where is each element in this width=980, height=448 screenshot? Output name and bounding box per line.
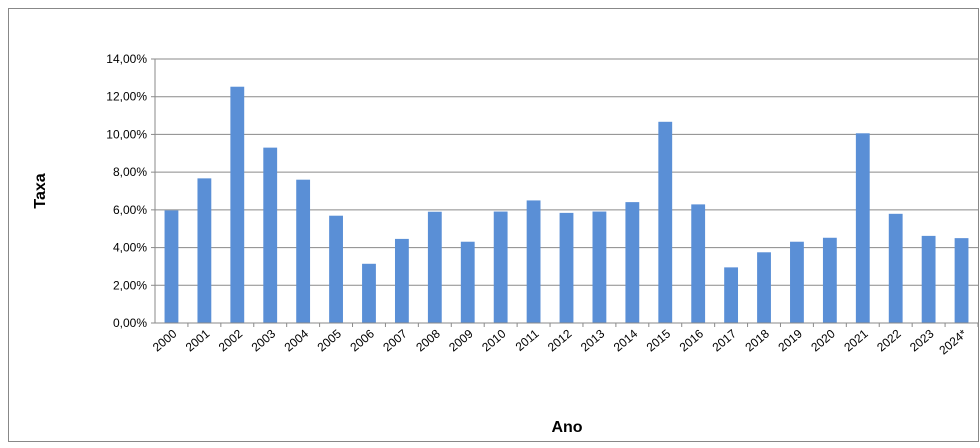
bar <box>855 133 870 323</box>
bar <box>197 178 212 323</box>
bar <box>691 204 706 323</box>
x-axis-title: Ano <box>551 419 582 436</box>
chart-frame <box>8 8 979 442</box>
bar <box>559 212 574 323</box>
bar <box>394 238 409 323</box>
bar <box>460 241 475 323</box>
y-tick-label: 8,00% <box>113 165 147 179</box>
y-tick-label: 2,00% <box>113 278 147 292</box>
bar <box>526 200 541 323</box>
bar <box>164 210 179 323</box>
bar <box>888 213 903 323</box>
bar <box>296 179 311 323</box>
bar <box>954 238 969 323</box>
bar <box>757 252 771 323</box>
y-tick-label: 12,00% <box>106 90 147 104</box>
bar <box>329 215 343 323</box>
y-tick-label: 14,00% <box>106 52 147 66</box>
bar <box>724 267 739 323</box>
bar <box>263 147 278 323</box>
bar <box>921 235 936 323</box>
bar <box>592 211 607 323</box>
bar <box>625 202 640 323</box>
bar <box>790 241 804 323</box>
y-tick-label: 6,00% <box>113 203 147 217</box>
bar <box>493 211 508 323</box>
bar <box>362 263 376 323</box>
y-axis-title: Taxa <box>32 173 49 208</box>
y-tick-label: 4,00% <box>113 241 147 255</box>
bar <box>822 237 837 323</box>
y-tick-label: 10,00% <box>106 127 147 141</box>
bar <box>658 121 673 324</box>
bar <box>427 211 442 323</box>
bar <box>230 86 245 323</box>
y-tick-label: 0,00% <box>113 316 147 330</box>
